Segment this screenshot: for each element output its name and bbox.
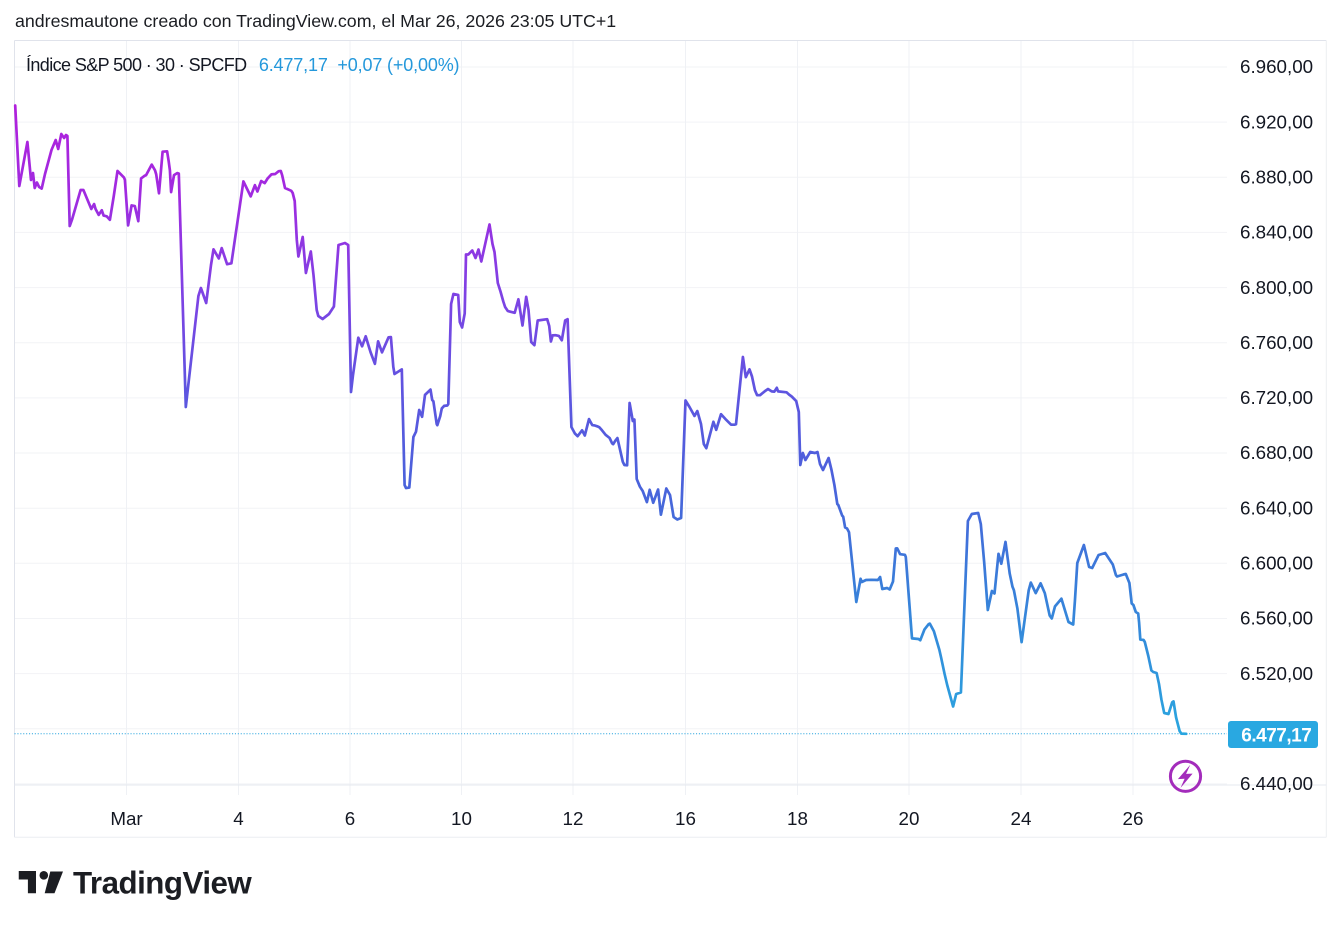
svg-text:16: 16: [675, 808, 696, 829]
svg-text:6.520,00: 6.520,00: [1240, 663, 1313, 684]
svg-text:6.640,00: 6.640,00: [1240, 497, 1313, 518]
svg-text:6.600,00: 6.600,00: [1240, 553, 1313, 574]
svg-text:6.920,00: 6.920,00: [1240, 111, 1313, 132]
svg-text:6.760,00: 6.760,00: [1240, 332, 1313, 353]
svg-text:Mar: Mar: [110, 808, 142, 829]
svg-text:6.440,00: 6.440,00: [1240, 773, 1313, 794]
svg-text:6.680,00: 6.680,00: [1240, 442, 1313, 463]
svg-text:TradingView: TradingView: [73, 870, 252, 901]
svg-text:10: 10: [451, 808, 472, 829]
svg-text:18: 18: [787, 808, 808, 829]
svg-text:4: 4: [233, 808, 243, 829]
svg-text:6.960,00: 6.960,00: [1240, 56, 1313, 77]
svg-text:24: 24: [1011, 808, 1032, 829]
svg-text:26: 26: [1123, 808, 1144, 829]
svg-text:12: 12: [563, 808, 584, 829]
svg-text:6.560,00: 6.560,00: [1240, 608, 1313, 629]
svg-text:20: 20: [899, 808, 920, 829]
svg-text:6.800,00: 6.800,00: [1240, 277, 1313, 298]
svg-text:6.477,17: 6.477,17: [1241, 725, 1311, 746]
svg-text:6.720,00: 6.720,00: [1240, 387, 1313, 408]
svg-text:6.880,00: 6.880,00: [1240, 167, 1313, 188]
svg-text:6: 6: [345, 808, 355, 829]
svg-text:6.840,00: 6.840,00: [1240, 222, 1313, 243]
